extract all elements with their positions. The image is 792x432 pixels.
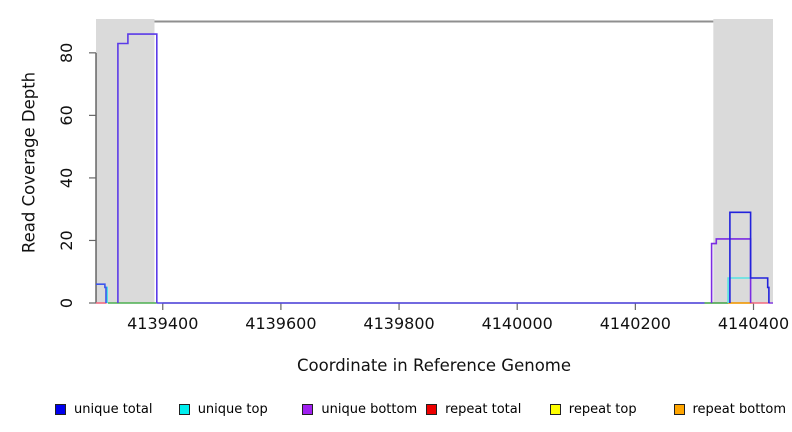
legend: unique total unique top unique bottom repea…: [0, 400, 792, 424]
x-axis-label-text: Coordinate in Reference Genome: [296, 356, 572, 375]
legend-item-unique-total: unique total: [55, 400, 152, 418]
x-tick-label: 4139400: [127, 314, 198, 333]
legend-label: repeat bottom: [692, 401, 787, 417]
legend-label: repeat total: [445, 401, 522, 417]
series-unique-total-right: [729, 211, 770, 303]
series-unique-bottom-left-peak: [117, 33, 158, 303]
right-shaded-region: [713, 19, 773, 303]
y-axis-label: Read Coverage Depth: [19, 71, 39, 254]
legend-label: repeat top: [568, 401, 637, 417]
y-tick-label: 0: [57, 298, 76, 308]
legend-label: unique bottom: [321, 401, 418, 417]
legend-swatch-icon: [55, 403, 66, 415]
legend-label: unique top: [197, 401, 268, 417]
legend-swatch-icon: [178, 403, 190, 415]
legend-swatch-icon: [673, 403, 685, 415]
y-tick-label: 40: [57, 168, 76, 188]
x-tick-label: 4139800: [363, 314, 434, 333]
legend-swatch-icon: [426, 403, 438, 415]
left-shaded-region: [96, 19, 155, 303]
series-unique-top-right: [727, 277, 751, 303]
y-tick-label: 20: [57, 230, 76, 250]
legend-item-unique-bottom: unique bottom: [302, 400, 417, 418]
x-tick-label: 4140400: [718, 314, 789, 333]
x-tick-label: 4139600: [245, 314, 316, 333]
legend-item-repeat-top: repeat top: [549, 400, 637, 418]
legend-label: unique total: [74, 401, 153, 417]
legend-swatch-icon: [302, 403, 314, 415]
legend-item-unique-top: unique top: [178, 400, 268, 418]
x-axis-label: Coordinate in Reference Genome: [0, 356, 792, 375]
legend-item-repeat-bottom: repeat bottom: [673, 400, 787, 418]
series-unique-total-left: [96, 283, 107, 303]
y-tick-label: 80: [57, 43, 76, 63]
legend-item-repeat-total: repeat total: [426, 400, 521, 418]
y-tick-label: 60: [57, 105, 76, 125]
legend-swatch-icon: [549, 403, 561, 415]
x-tick-label: 4140200: [600, 314, 671, 333]
x-tick-label: 4140000: [482, 314, 553, 333]
